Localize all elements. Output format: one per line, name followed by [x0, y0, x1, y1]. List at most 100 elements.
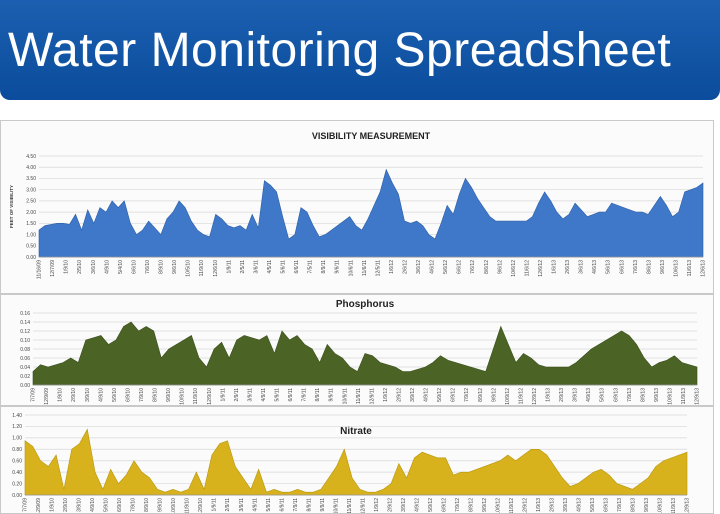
y-tick-label: 0.00: [26, 255, 36, 261]
x-tick-label: 3/9/10: [77, 498, 83, 512]
x-tick-label: 2/6/12: [402, 260, 408, 274]
x-tick-label: 10/6/11: [348, 260, 354, 277]
x-tick-label: 9/9/13: [654, 388, 660, 402]
x-tick-label: 8/9/12: [468, 498, 474, 512]
x-tick-label: 1/9/11: [212, 498, 218, 512]
x-tick-label: 10/5/10: [186, 260, 192, 277]
x-tick-label: 5/6/11: [281, 260, 287, 274]
x-tick-label: 12/9/10: [198, 498, 204, 513]
x-tick-label: 11/9/13: [681, 388, 687, 405]
x-tick-label: 11/9/12: [509, 498, 515, 513]
x-tick-label: 10/9/11: [342, 388, 348, 405]
x-tick-label: 4/6/13: [592, 260, 598, 274]
x-tick-label: 3/9/13: [563, 498, 569, 512]
y-tick-label: 4.00: [26, 165, 36, 171]
y-tick-label: 0.50: [26, 244, 36, 250]
x-tick-label: 3/6/12: [416, 260, 422, 274]
x-tick-label: 6/9/12: [441, 498, 447, 512]
x-tick-label: 2/6/13: [565, 260, 571, 274]
x-tick-label: 3/9/13: [573, 388, 579, 402]
x-tick-label: 7/7/09: [23, 498, 29, 512]
x-tick-label: 2/9/10: [71, 388, 77, 402]
x-tick-label: 8/6/12: [484, 260, 490, 274]
x-tick-label: 1/9/13: [536, 498, 542, 512]
x-tick-label: 1/9/13: [546, 388, 552, 402]
x-tick-label: 11/6/13: [687, 260, 693, 277]
x-tick-label: 12/9/13: [685, 498, 691, 513]
x-tick-label: 11/9/10: [185, 498, 191, 513]
x-tick-label: 5/9/11: [266, 498, 272, 512]
y-tick-label: 0.80: [12, 447, 22, 453]
x-tick-label: 2/5/11: [240, 260, 246, 274]
x-tick-label: 9/9/12: [491, 388, 497, 402]
x-tick-label: 5/9/13: [600, 388, 606, 402]
x-tick-label: 9/6/10: [172, 260, 178, 274]
x-tick-label: 4/9/13: [586, 388, 592, 402]
x-tick-label: 5/9/12: [437, 388, 443, 402]
x-tick-label: 6/9/11: [279, 498, 285, 512]
x-tick-label: 1/9/10: [64, 260, 70, 274]
x-tick-label: 10/6/13: [673, 260, 679, 277]
x-tick-label: 8/9/11: [306, 498, 312, 512]
x-tick-label: 9/9/10: [158, 498, 164, 512]
x-tick-label: 1/9/10: [58, 388, 64, 402]
y-tick-label: 0.02: [20, 374, 30, 380]
x-tick-label: 12/6/12: [538, 260, 544, 277]
x-tick-label: 10/9/13: [658, 498, 664, 513]
title-banner: Water Monitoring Spreadsheet: [0, 0, 720, 100]
x-tick-label: 4/9/10: [104, 260, 110, 274]
x-tick-label: 6/9/10: [125, 388, 131, 402]
x-tick-label: 9/6/12: [497, 260, 503, 274]
y-tick-label: 0.10: [20, 338, 30, 344]
x-tick-label: 2/9/13: [549, 498, 555, 512]
x-tick-label: 12/9/09: [44, 388, 50, 405]
x-tick-label: 6/9/11: [288, 388, 294, 402]
x-tick-label: 11/9/11: [347, 498, 353, 513]
x-tick-label: 7/9/11: [302, 388, 308, 402]
x-tick-label: 7/7/09: [31, 388, 37, 402]
x-tick-label: 5/9/11: [275, 388, 281, 402]
x-tick-label: 12/5/11: [375, 260, 381, 277]
x-tick-label: 3/9/11: [247, 388, 253, 402]
x-tick-label: 3/6/10: [91, 260, 97, 274]
x-tick-label: 7/9/10: [139, 388, 145, 402]
x-tick-label: 10/9/13: [667, 388, 673, 405]
x-tick-label: 2/9/10: [63, 498, 69, 512]
x-tick-label: 6/6/11: [294, 260, 300, 274]
x-tick-label: 11/9/12: [518, 388, 524, 405]
x-tick-label: 12/9/13: [695, 388, 701, 405]
x-tick-label: 8/9/13: [640, 388, 646, 402]
x-tick-label: 2/5/10: [77, 260, 83, 274]
chart-title: VISIBILITY MEASUREMENT: [312, 131, 431, 141]
y-tick-label: 0.12: [20, 329, 30, 335]
x-tick-label: 7/5/11: [308, 260, 314, 274]
x-tick-label: 2/9/11: [234, 388, 240, 402]
x-tick-label: 9/9/13: [644, 498, 650, 512]
y-tick-label: 0.40: [12, 470, 22, 476]
phosphorus-chart: Phosphorus 0.00 0.02 0.04 0.06 0.08 0.10 0.12 0.…: [20, 299, 701, 405]
y-tick-label: 0.16: [20, 311, 30, 317]
x-tick-label: 7/9/11: [293, 498, 299, 512]
x-tick-label: 7/9/13: [617, 498, 623, 512]
y-tick-label: 3.50: [26, 176, 36, 182]
x-tick-label: 2/9/13: [559, 388, 565, 402]
x-tick-label: 7/6/13: [633, 260, 639, 274]
x-tick-label: 7/9/10: [131, 498, 137, 512]
x-tick-label: 12/9/12: [522, 498, 528, 513]
x-tick-label: 5/9/10: [112, 388, 118, 402]
x-tick-label: 12/9/12: [532, 388, 538, 405]
y-tick-label: 2.50: [26, 199, 36, 205]
x-tick-label: 7/9/12: [455, 498, 461, 512]
series-area: [24, 428, 688, 496]
x-tick-label: 8/9/10: [144, 498, 150, 512]
x-tick-label: 4/9/12: [424, 388, 430, 402]
x-tick-label: 7/9/12: [464, 388, 470, 402]
x-tick-label: 4/9/10: [98, 388, 104, 402]
x-tick-label: 12/7/09: [50, 260, 56, 277]
x-tick-label: 1/9/11: [220, 388, 226, 402]
x-tick-label: 5/6/12: [443, 260, 449, 274]
y-tick-label: 1.40: [12, 413, 22, 419]
x-tick-label: 1/9/12: [383, 388, 389, 402]
x-tick-label: 1/9/10: [50, 498, 56, 512]
x-tick-label: 12/6/10: [213, 260, 219, 277]
